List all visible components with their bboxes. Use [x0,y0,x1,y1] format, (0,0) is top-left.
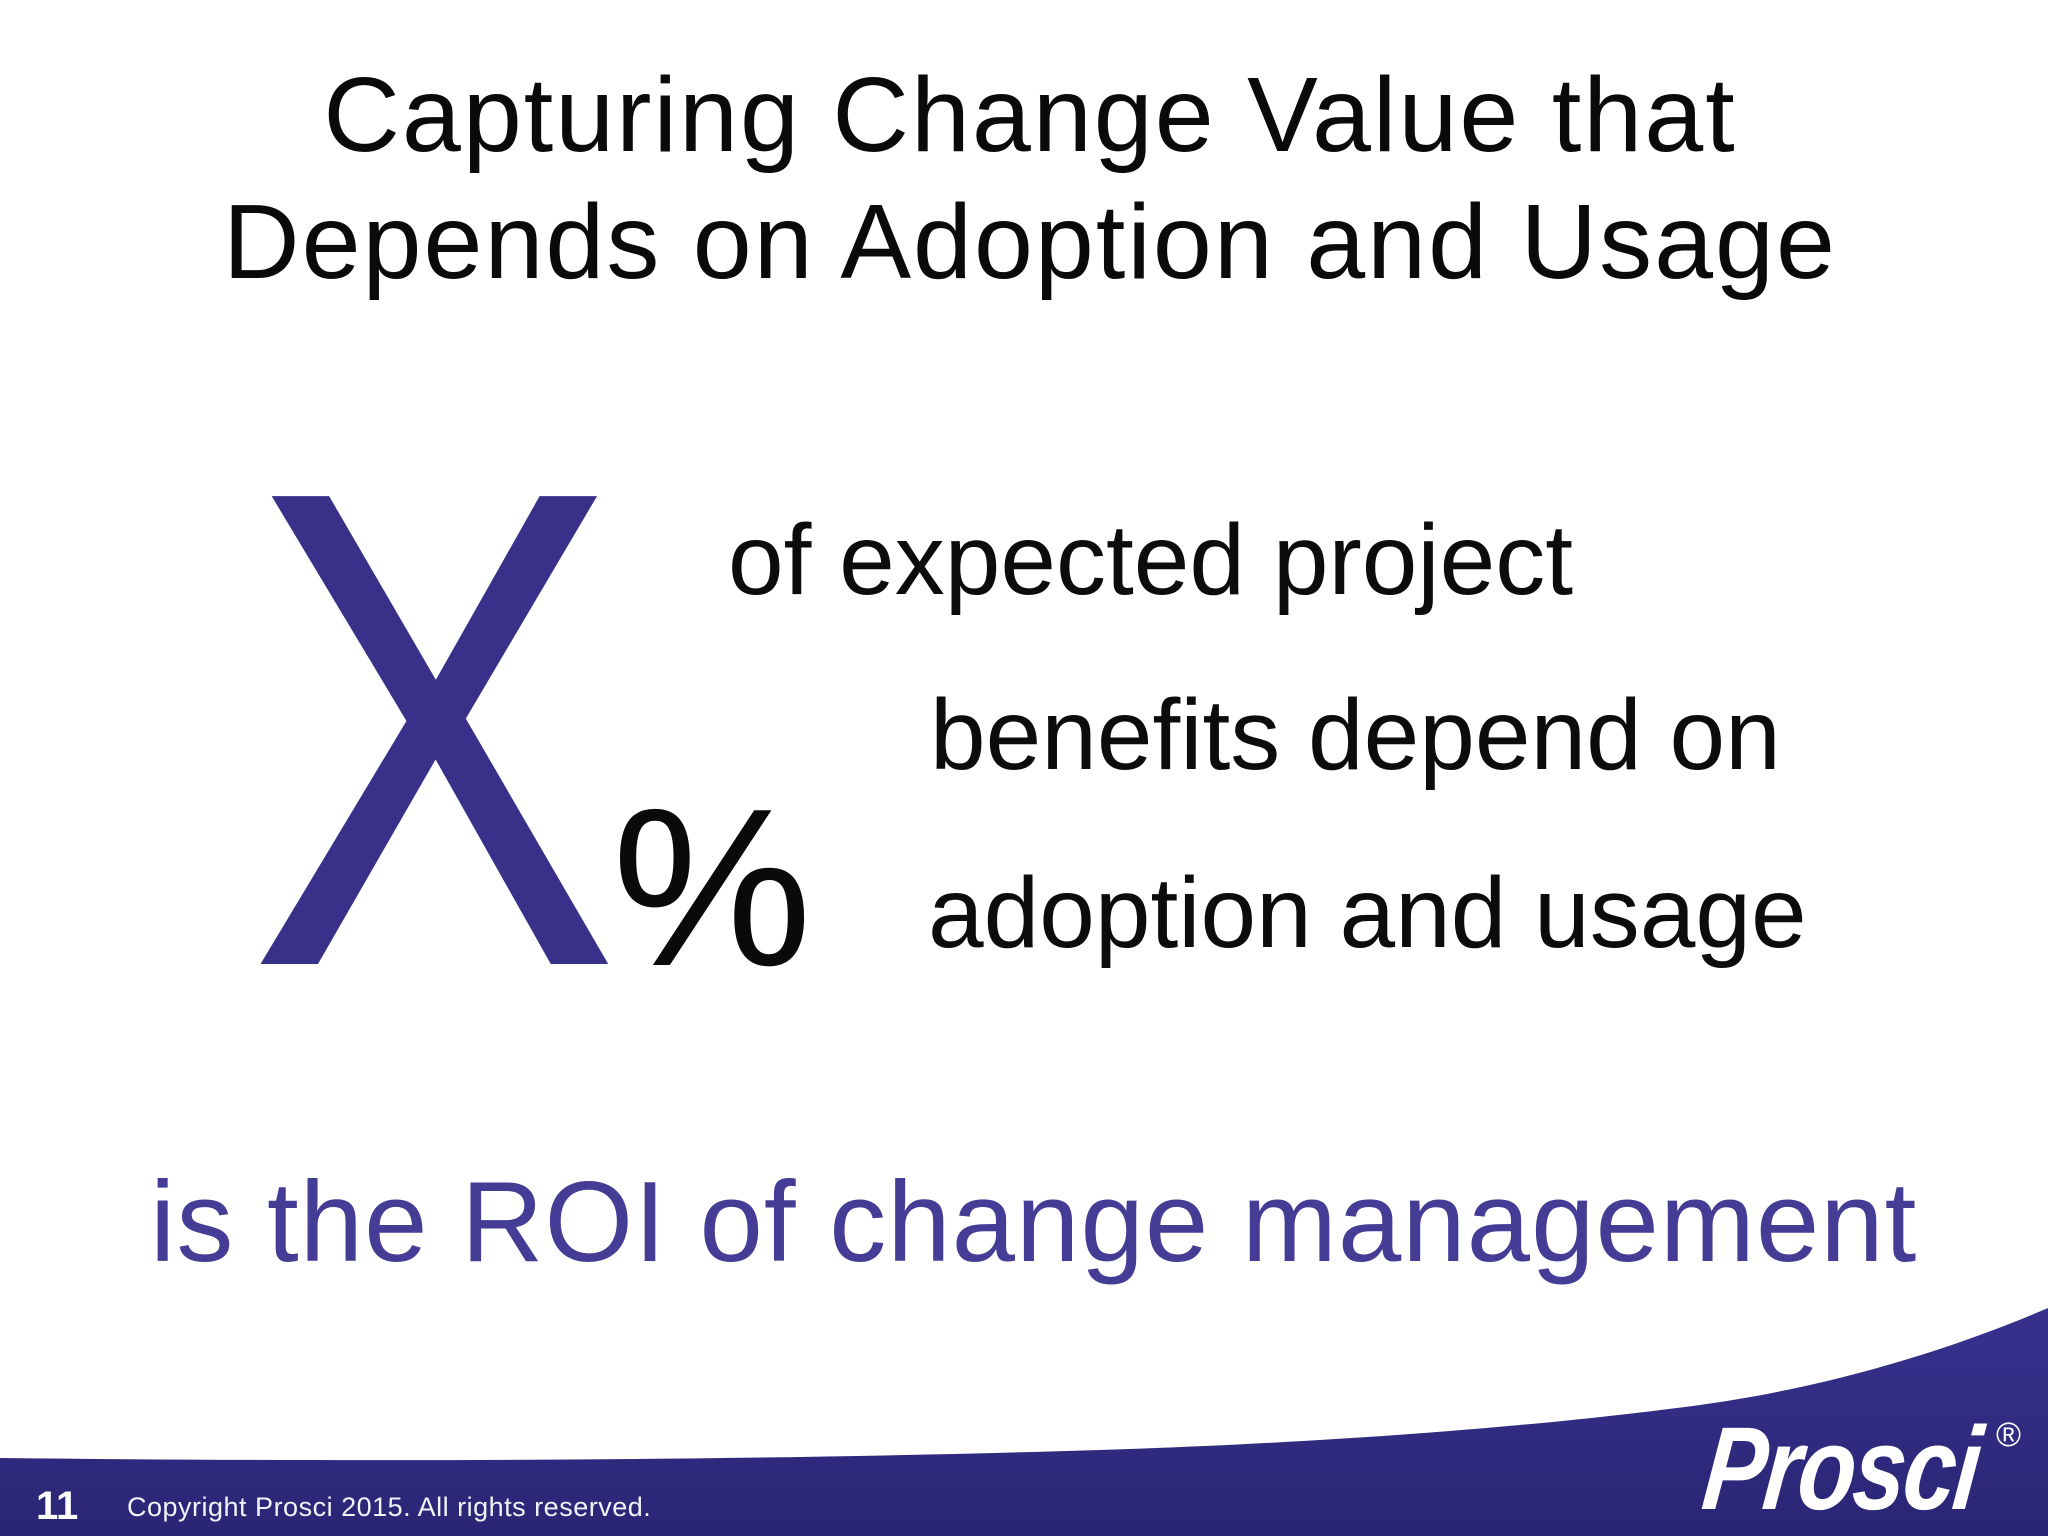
conclusion-text: is the ROI of change management [150,1159,1918,1286]
registered-trademark-icon: ® [1996,1416,2022,1454]
slide-title: Capturing Change Value that Depends on A… [30,52,2030,306]
prosci-logo: Prosci [1697,1403,1986,1535]
copyright-text: Copyright Prosci 2015. All rights reserv… [127,1492,652,1522]
body-text-line-1: of expected project [728,504,1573,616]
big-x-variable: X [248,349,620,1109]
title-line-1: Capturing Change Value that [323,56,1737,174]
title-line-2: Depends on Adoption and Usage [223,183,1837,302]
body-text-line-2: benefits depend on [930,679,1781,791]
slide-number: 11 [36,1484,79,1528]
body-text-line-3: adoption and usage [928,857,1807,969]
percent-sign: % [612,761,813,1013]
footer-swoosh-graphic [0,1308,2048,1536]
